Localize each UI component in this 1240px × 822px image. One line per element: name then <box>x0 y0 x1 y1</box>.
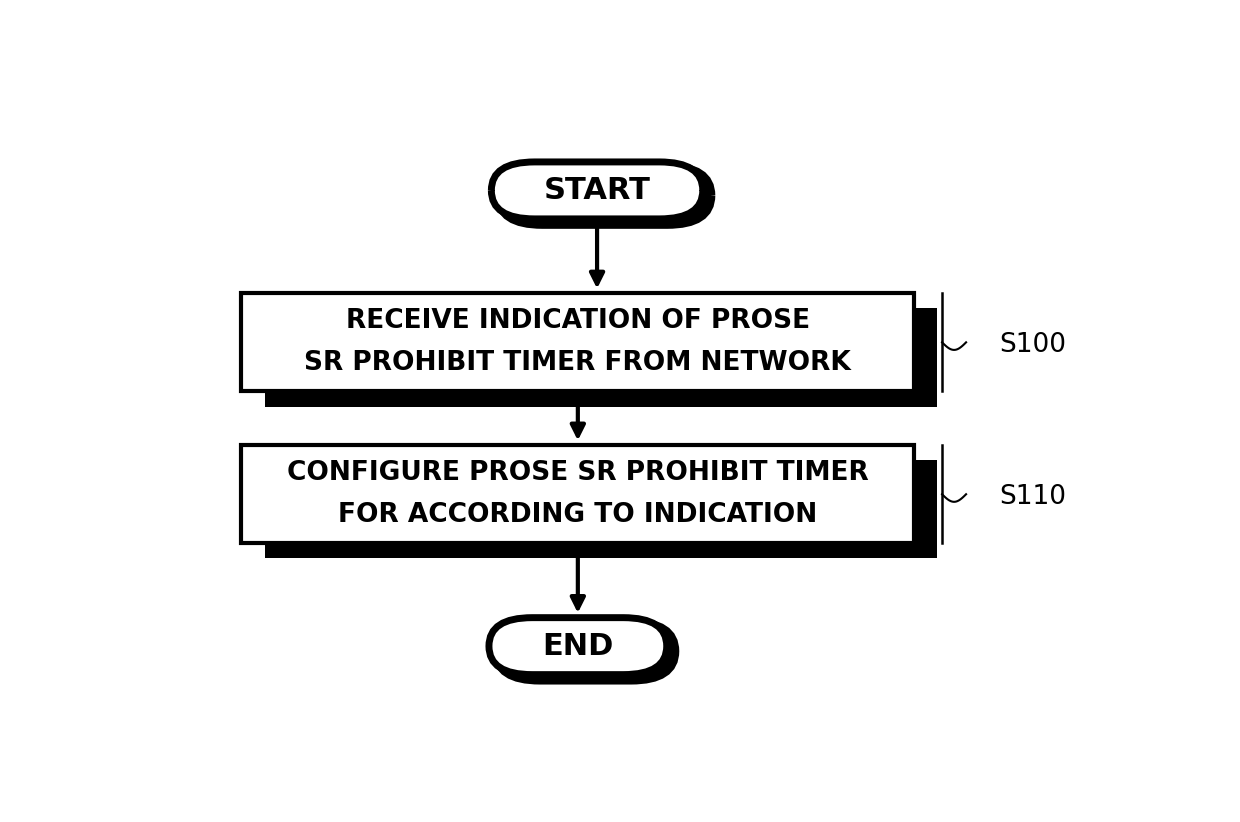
Bar <box>264 308 937 407</box>
Text: S100: S100 <box>999 332 1066 358</box>
Text: START: START <box>543 176 651 205</box>
Text: S110: S110 <box>999 484 1066 510</box>
Bar <box>264 460 937 558</box>
FancyBboxPatch shape <box>489 617 667 675</box>
Text: END: END <box>542 631 614 661</box>
FancyBboxPatch shape <box>498 167 711 224</box>
FancyBboxPatch shape <box>491 162 703 219</box>
Bar <box>242 293 914 391</box>
Text: CONFIGURE PROSE SR PROHIBIT TIMER
FOR ACCORDING TO INDICATION: CONFIGURE PROSE SR PROHIBIT TIMER FOR AC… <box>286 460 869 529</box>
FancyBboxPatch shape <box>497 623 675 680</box>
Bar <box>242 446 914 543</box>
Text: RECEIVE INDICATION OF PROSE
SR PROHIBIT TIMER FROM NETWORK: RECEIVE INDICATION OF PROSE SR PROHIBIT … <box>305 308 851 376</box>
